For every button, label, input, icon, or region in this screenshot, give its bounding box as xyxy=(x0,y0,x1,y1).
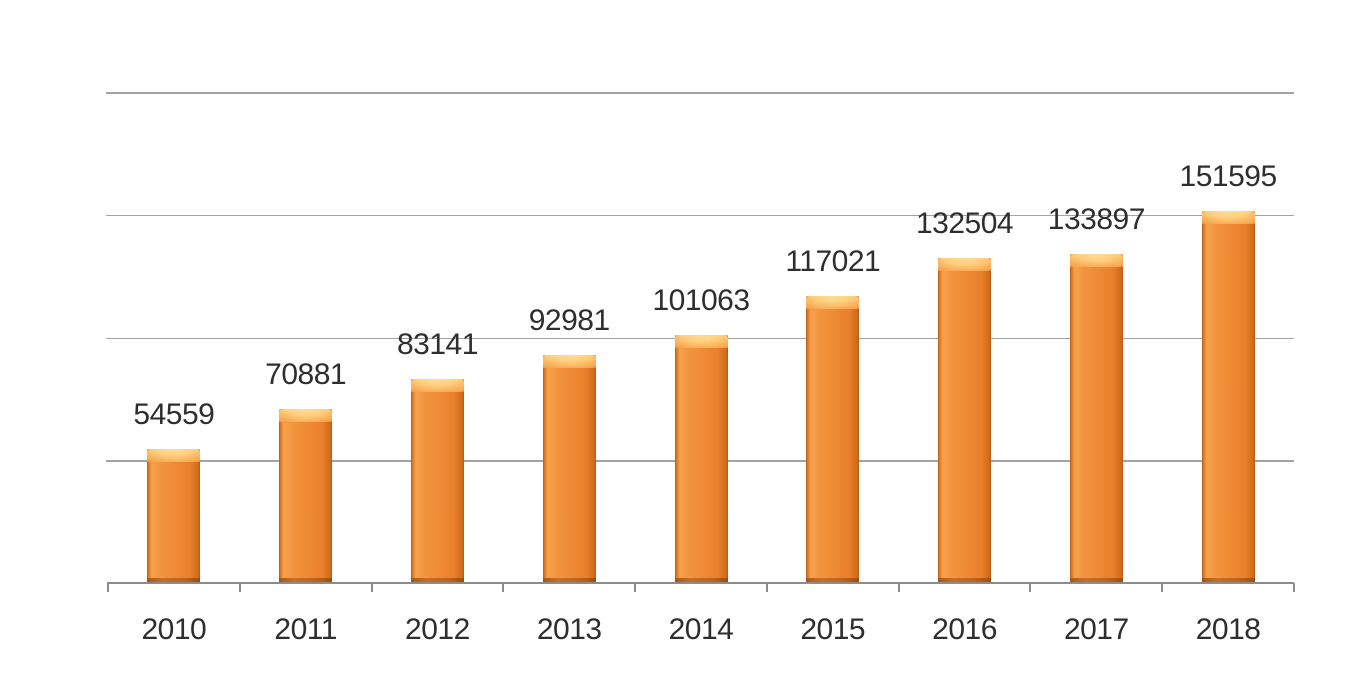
value-label: 151595 xyxy=(1179,159,1278,193)
x-axis-tick xyxy=(1029,583,1032,592)
x-axis-tick xyxy=(765,583,768,592)
x-axis-label: 2012 xyxy=(405,613,470,646)
bar xyxy=(1069,254,1123,583)
bar xyxy=(938,257,992,584)
x-axis-tick xyxy=(634,583,637,592)
bar xyxy=(542,354,596,584)
x-axis-tick xyxy=(238,583,241,592)
bar xyxy=(1201,210,1255,584)
gridline xyxy=(106,92,1294,94)
x-axis-tick xyxy=(370,583,373,592)
x-axis-tick xyxy=(897,583,900,592)
bar xyxy=(410,378,464,584)
gridline xyxy=(106,214,1294,217)
x-axis-label: 2014 xyxy=(668,613,734,646)
x-axis-label: 2017 xyxy=(1063,613,1129,646)
x-axis-tick xyxy=(107,583,109,592)
bar xyxy=(806,295,860,584)
x-axis-label: 2010 xyxy=(141,613,207,646)
x-axis-label: 2011 xyxy=(274,613,337,646)
value-label: 132504 xyxy=(915,206,1014,240)
value-label: 54559 xyxy=(133,398,215,432)
value-label: 92981 xyxy=(528,303,610,337)
x-axis-tick xyxy=(1161,583,1164,592)
bar xyxy=(147,449,201,583)
value-label: 70881 xyxy=(265,358,347,391)
x-axis-line xyxy=(107,582,1294,584)
bar xyxy=(674,334,728,584)
x-axis-label: 2015 xyxy=(800,613,866,646)
value-label: 101063 xyxy=(652,283,750,317)
x-axis-label: 2018 xyxy=(1195,613,1261,646)
x-axis-label: 2016 xyxy=(932,613,997,646)
x-axis-tick xyxy=(502,583,505,592)
x-axis-label: 2013 xyxy=(536,613,602,646)
value-label: 83141 xyxy=(396,327,478,361)
bar xyxy=(279,409,333,583)
value-label: 133897 xyxy=(1047,203,1146,237)
x-axis-tick xyxy=(1293,583,1295,592)
value-label: 117021 xyxy=(785,244,881,278)
